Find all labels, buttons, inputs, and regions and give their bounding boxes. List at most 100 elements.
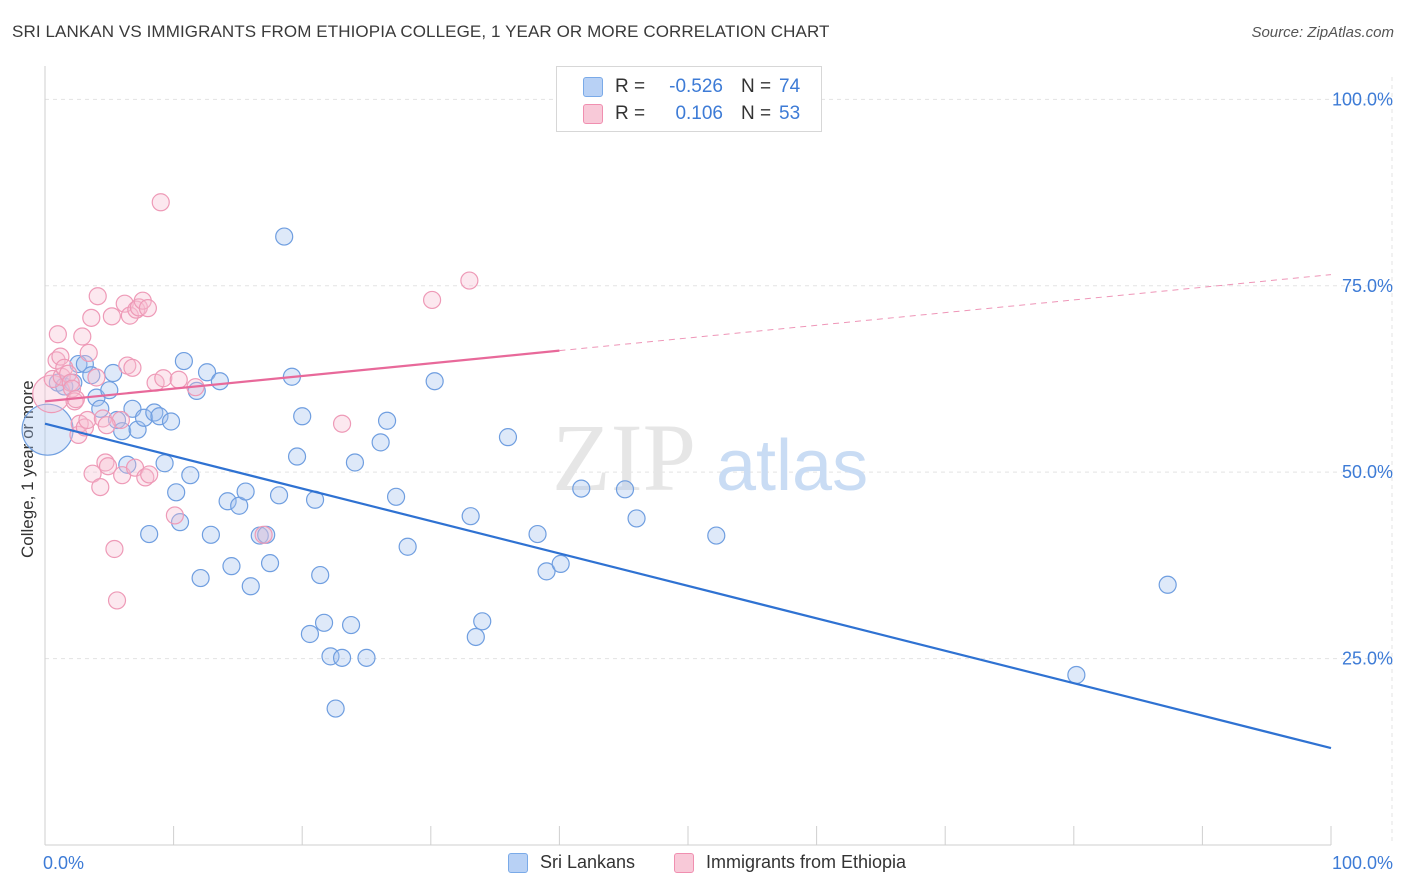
sri-lankans-point-40: [275, 227, 294, 246]
sri-lankans-point-65: [551, 554, 570, 573]
series-immigrants-from-ethiopia: [32, 193, 479, 610]
legend-item-immigrants-from-ethiopia: Immigrants from Ethiopia: [674, 852, 906, 873]
grid-lines: [45, 77, 1393, 845]
ethiopia-point-25: [98, 457, 118, 476]
sri-lankans-point-44: [300, 624, 320, 644]
legend-swatch-blue: [508, 852, 528, 873]
trend-line-sri-lankans: [44, 422, 1332, 750]
sri-lankans-point-29: [201, 525, 220, 544]
ethiopia-point-46: [169, 370, 188, 389]
legend-r-label: R =: [615, 76, 646, 97]
sri-lankans-point-63: [528, 524, 547, 544]
sri-lankans-point-32: [222, 557, 241, 576]
legend-swatch-pink: [583, 104, 603, 124]
ethiopia-point-31: [115, 294, 134, 313]
sri-lankans-point-67: [615, 480, 635, 499]
sri-lankans-point-25: [181, 466, 200, 485]
trend-line-ethiopia-dashed: [559, 274, 1332, 352]
ethiopia-point-18: [82, 308, 101, 327]
tick-labels: 25.0% 50.0% 75.0% 100.0% 0.0% 100.0%: [43, 89, 1393, 873]
trend-line-ethiopia-solid: [44, 349, 560, 403]
ethiopia-point-28: [107, 591, 127, 610]
ethiopia-point-36: [127, 300, 146, 319]
sri-lankans-point-47: [314, 613, 334, 632]
watermark-atlas: atlas: [716, 426, 868, 506]
sri-lankans-point-66: [572, 479, 591, 498]
ethiopia-point-49: [332, 414, 352, 433]
sri-lankans-point-16: [134, 408, 154, 427]
sri-lankans-point-68: [627, 509, 646, 528]
sri-lankans-point-31: [218, 492, 237, 511]
sri-lankans-point-38: [260, 554, 280, 573]
legend-r-label: R =: [615, 103, 646, 124]
ethiopia-point-8: [61, 373, 80, 392]
sri-lankans-point-30: [210, 372, 229, 391]
y-tick-label-50: 50.0%: [1342, 462, 1393, 482]
legend-row-immigrants-from-ethiopia: R = 0.106 N = 53: [583, 101, 800, 127]
ethiopia-point-14: [73, 327, 92, 346]
legend-n-label: N =: [741, 103, 772, 124]
ethiopia-point-45: [165, 506, 184, 525]
legend-label-immigrants-from-ethiopia: Immigrants from Ethiopia: [706, 852, 907, 872]
sri-lankans-point-24: [174, 351, 193, 371]
legend-swatch-pink: [674, 852, 694, 873]
legend-n-value: 74: [779, 76, 801, 97]
sri-lankans-point-69: [707, 526, 726, 545]
source-credit: Source: ZipAtlas.com: [1251, 24, 1394, 41]
ethiopia-point-21: [88, 287, 107, 306]
sri-lankans-point-60: [466, 627, 485, 647]
y-tick-label-25: 25.0%: [1342, 649, 1393, 669]
sri-lankans-point-5: [75, 354, 94, 374]
sri-lankans-point-21: [161, 412, 181, 431]
ethiopia-point-29: [111, 410, 130, 430]
sri-lankans-point-48: [321, 647, 340, 666]
sri-lankans-point-59: [461, 507, 480, 526]
trend-lines: [44, 274, 1332, 750]
watermark: ZIP atlas: [552, 404, 868, 511]
ethiopia-point-20: [87, 368, 106, 387]
ethiopia-point-19: [83, 464, 102, 483]
ethiopia-point-51: [460, 271, 479, 290]
ethiopia-point-44: [154, 369, 173, 388]
ethiopia-point-43: [151, 193, 170, 212]
y-tick-label-100: 100.0%: [1332, 89, 1393, 109]
watermark-zip: ZIP: [552, 404, 696, 511]
sri-lankans-point-53: [357, 648, 376, 667]
sri-lankans-point-22: [167, 483, 186, 502]
legend-n-label: N =: [741, 76, 772, 97]
ethiopia-point-52: [97, 416, 116, 435]
x-tick-label-min: 0.0%: [43, 853, 84, 873]
sri-lankans-point-42: [287, 447, 307, 466]
legend-swatch-blue: [583, 77, 603, 97]
ethiopia-point-50: [422, 290, 442, 310]
sri-lankans-point-71: [1158, 575, 1177, 594]
sri-lankans-point-52: [345, 453, 365, 472]
sri-lankans-point-35: [241, 577, 260, 596]
sri-lankans-point-20: [155, 454, 174, 473]
sri-lankans-point-58: [425, 372, 444, 391]
ethiopia-point-34: [123, 358, 142, 377]
ethiopia-point-40: [138, 299, 157, 318]
y-tick-label-75: 75.0%: [1342, 276, 1393, 296]
correlation-legend: R = -0.526 N = 74 R = 0.106 N = 53: [556, 66, 822, 132]
sri-lankans-point-46: [311, 565, 330, 585]
sri-lankans-point-70: [1067, 665, 1086, 685]
ethiopia-point-27: [105, 539, 124, 559]
ethiopia-point-22: [91, 477, 110, 497]
ethiopia-point-26: [102, 307, 121, 326]
sri-lankans-point-56: [386, 487, 406, 506]
sri-lankans-point-27: [191, 568, 210, 588]
sri-lankans-point-51: [341, 615, 361, 635]
x-tick-label-max: 100.0%: [1332, 853, 1393, 873]
legend-label-sri-lankans: Sri Lankans: [540, 852, 636, 872]
series-legend: Sri Lankans Immigrants from Ethiopia: [0, 852, 1406, 878]
ethiopia-point-16: [78, 410, 97, 430]
sri-lankans-point-64: [537, 562, 556, 581]
sri-lankans-point-10: [104, 363, 123, 383]
sri-lankans-point-19: [150, 407, 169, 426]
sri-lankans-point-11: [107, 410, 127, 430]
sri-lankans-point-61: [473, 612, 492, 631]
sri-lankans-point-39: [269, 486, 289, 505]
sri-lankans-point-34: [236, 482, 255, 501]
